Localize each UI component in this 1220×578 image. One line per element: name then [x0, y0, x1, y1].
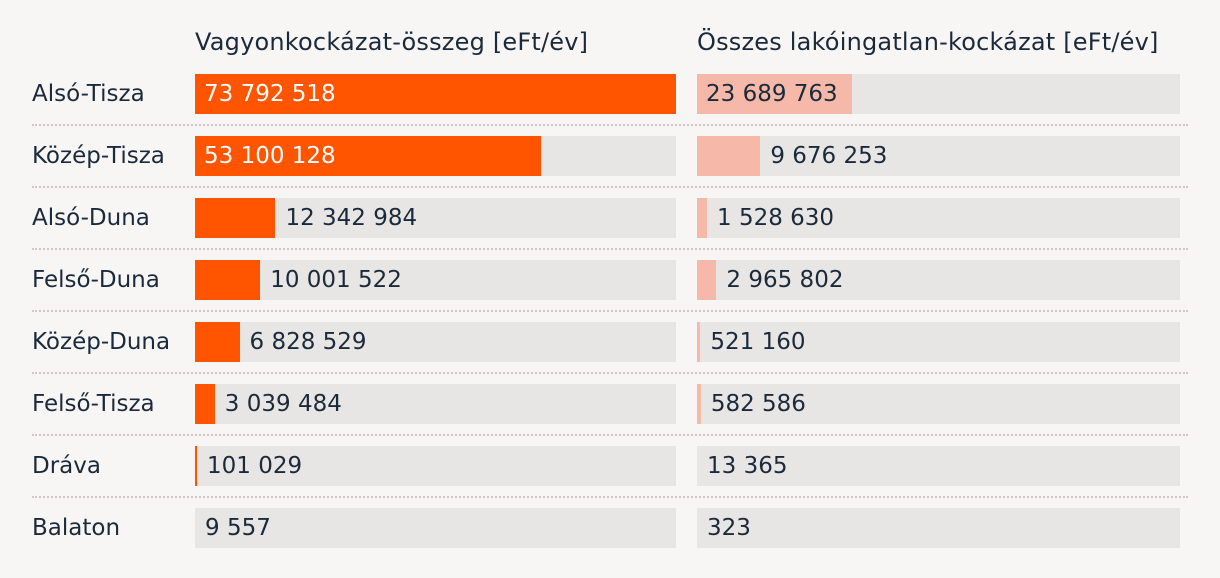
bar — [195, 446, 197, 486]
column-header-residential-risk: Összes lakóingatlan-kockázat [eFt/év] — [697, 28, 1159, 56]
bar-track — [195, 322, 676, 362]
row-separator — [32, 310, 1188, 312]
value-label: 73 792 518 — [204, 81, 336, 107]
category-label: Közép-Tisza — [32, 143, 165, 169]
column-header-asset-risk: Vagyonkockázat-összeg [eFt/év] — [195, 28, 589, 56]
bar-track — [697, 446, 1180, 486]
bar — [195, 322, 240, 362]
value-label: 9 676 253 — [770, 143, 888, 169]
row-separator — [32, 434, 1188, 436]
bar-track — [697, 136, 1180, 176]
bar — [195, 136, 542, 176]
value-label: 12 342 984 — [285, 205, 418, 231]
value-label: 6 828 529 — [249, 329, 367, 355]
value-label: 13 365 — [707, 453, 788, 479]
bar — [195, 198, 276, 238]
row-separator — [32, 186, 1188, 188]
bar-track — [697, 384, 1180, 424]
bar — [697, 384, 701, 424]
value-label: 2 965 802 — [726, 267, 844, 293]
bar-track — [195, 508, 676, 548]
category-label: Alsó-Duna — [32, 205, 150, 231]
value-label: 101 029 — [207, 453, 303, 479]
bar — [697, 322, 701, 362]
value-label: 1 528 630 — [717, 205, 835, 231]
value-label: 521 160 — [710, 329, 806, 355]
bar — [697, 260, 717, 300]
row-separator — [32, 248, 1188, 250]
bar-track — [697, 322, 1180, 362]
bar — [195, 74, 676, 114]
bar — [697, 136, 761, 176]
value-label: 23 689 763 — [706, 81, 838, 107]
value-label: 323 — [707, 515, 751, 541]
bar-track — [697, 508, 1180, 548]
category-label: Közép-Duna — [32, 329, 171, 355]
bar — [697, 74, 853, 114]
category-label: Balaton — [32, 515, 121, 541]
bar-track — [697, 198, 1180, 238]
value-label: 9 557 — [205, 515, 271, 541]
bar — [195, 384, 215, 424]
bar — [697, 198, 707, 238]
bar — [195, 260, 261, 300]
category-label: Dráva — [32, 453, 101, 479]
value-label: 582 586 — [710, 391, 806, 417]
bar-track — [697, 260, 1180, 300]
bar-track — [195, 384, 676, 424]
category-label: Felső-Duna — [32, 267, 160, 293]
value-label: 53 100 128 — [204, 143, 336, 169]
row-separator — [32, 496, 1188, 498]
value-label: 10 001 522 — [270, 267, 402, 293]
value-label: 3 039 484 — [224, 391, 342, 417]
bar-track — [195, 260, 676, 300]
row-separator — [32, 124, 1188, 126]
bar-track — [195, 446, 676, 486]
category-label: Felső-Tisza — [32, 391, 155, 417]
row-separator — [32, 372, 1188, 374]
category-label: Alsó-Tisza — [32, 81, 145, 107]
